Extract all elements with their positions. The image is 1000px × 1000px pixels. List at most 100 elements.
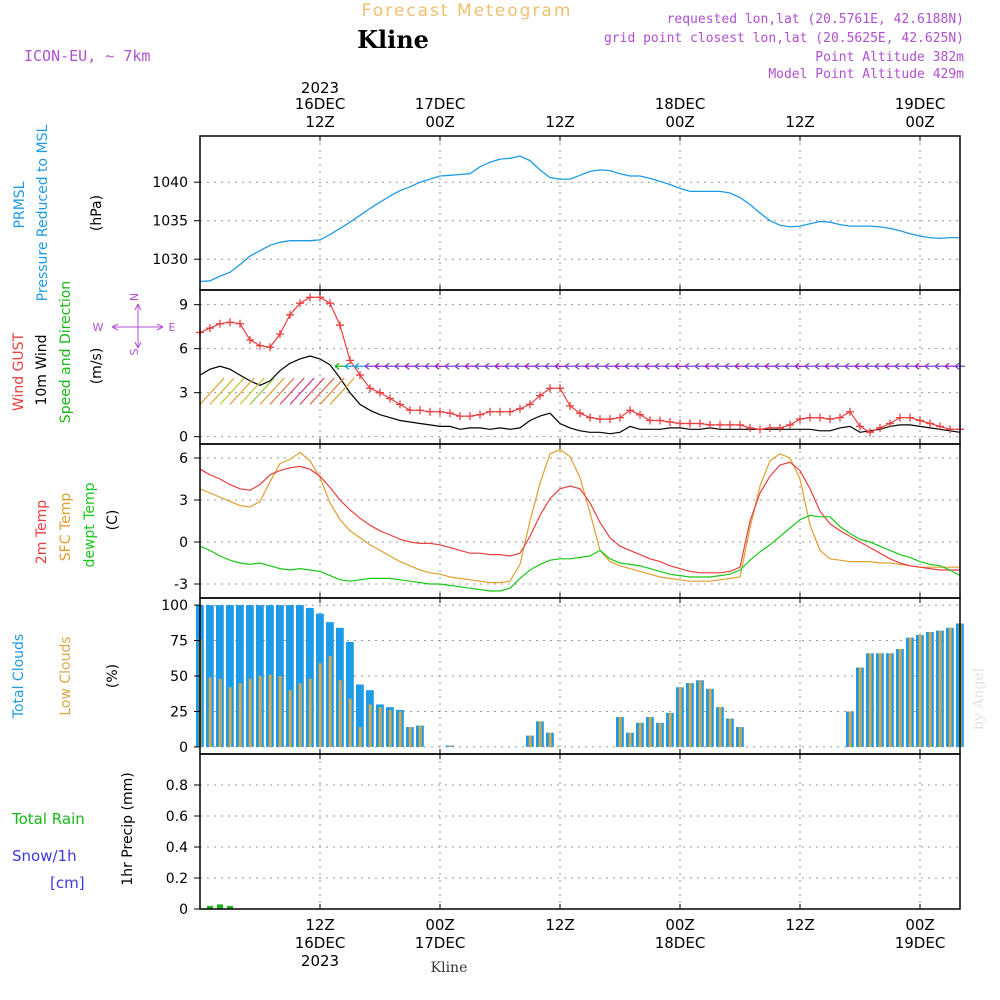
gust-marker xyxy=(206,324,214,333)
wind-label: 10m Wind xyxy=(34,334,50,405)
bottom-time-label: 12Z xyxy=(785,916,814,934)
low-cloud-bar xyxy=(668,712,672,747)
gust-marker xyxy=(886,419,894,428)
wind-vector-arrow xyxy=(714,362,725,370)
axis-layer xyxy=(194,135,961,910)
gust-label: Wind GUST xyxy=(11,332,27,411)
low-cloud-bar xyxy=(338,680,342,747)
gust-marker xyxy=(486,407,494,416)
y-tick-label: 50 xyxy=(170,669,188,685)
compass-north: N xyxy=(128,293,141,301)
total-cloud-bar xyxy=(226,605,234,747)
dewpt-line xyxy=(199,514,961,592)
low-cloud-bar xyxy=(898,649,902,747)
wind-vector-arrow xyxy=(764,362,775,370)
bottom-date-label: 17DEC xyxy=(415,934,466,952)
wind-vector-arrow xyxy=(564,362,575,370)
low-cloud-bar xyxy=(278,676,282,747)
low-cloud-bar xyxy=(228,687,232,747)
model-label: ICON-EU, ~ 7km xyxy=(24,47,150,65)
low-cloud-bar xyxy=(948,627,952,747)
gust-marker xyxy=(786,420,794,429)
y-tick-label: 0 xyxy=(179,430,188,446)
grid-point: grid point closest lon,lat (20.5625E, 42… xyxy=(604,31,964,46)
y-tick-label: 0 xyxy=(179,740,188,756)
total-cloud-bar xyxy=(246,605,254,747)
gust-marker xyxy=(356,371,364,380)
gust-marker xyxy=(936,422,944,431)
temp-unit-label: (C) xyxy=(105,510,121,531)
total-cloud-bar xyxy=(206,605,214,747)
low-cloud-bar xyxy=(288,690,292,747)
gust-marker xyxy=(326,299,334,308)
wind-vector-arrow xyxy=(904,362,915,370)
dewpt-label: dewpt Temp xyxy=(82,482,98,567)
gust-marker xyxy=(846,407,854,416)
wind-vector-arrow xyxy=(574,362,585,370)
gust-marker xyxy=(496,407,504,416)
bottom-time-label: 00Z xyxy=(425,916,454,934)
bottom-time-label: 00Z xyxy=(665,916,694,934)
gust-marker xyxy=(946,425,954,434)
gust-marker xyxy=(706,420,714,429)
gust-marker xyxy=(826,415,834,424)
gust-marker xyxy=(736,420,744,429)
wind-vector-arrow xyxy=(784,362,795,370)
gust-marker xyxy=(426,407,434,416)
low-cloud-bar xyxy=(398,711,402,747)
gust-marker xyxy=(346,356,354,365)
bottom-time-label: 12Z xyxy=(545,916,574,934)
gust-marker xyxy=(296,299,304,308)
gust-marker xyxy=(286,310,294,319)
footer-location: Kline xyxy=(431,960,468,976)
low-cloud-bar xyxy=(548,732,552,747)
y-tick-label: 3 xyxy=(179,493,188,509)
snow-label: Snow/1h xyxy=(12,847,77,865)
bottom-time-label: 12Z xyxy=(305,916,334,934)
wind-vector-arrow xyxy=(674,362,685,370)
wind-vector-arrow xyxy=(684,362,695,370)
low-cloud-bar xyxy=(708,688,712,747)
wind-vector-arrow xyxy=(404,362,415,370)
temp-2m-line xyxy=(199,461,960,574)
y-tick-label: 0.4 xyxy=(166,840,188,856)
top-time-label: 00Z xyxy=(665,113,694,131)
low-cloud-bar xyxy=(908,637,912,747)
panel-frame-precipitation xyxy=(199,753,961,910)
gust-marker xyxy=(226,318,234,327)
gust-marker xyxy=(516,404,524,413)
gust-marker xyxy=(806,413,814,422)
gust-marker xyxy=(586,413,594,422)
gust-marker xyxy=(896,413,904,422)
wind-vector-arrow xyxy=(484,362,495,370)
wind-vector-arrow xyxy=(924,362,935,370)
bottom-time-label: 00Z xyxy=(905,916,934,934)
low-cloud-bar xyxy=(328,656,332,747)
point-altitude: Point Altitude 382m xyxy=(815,50,964,65)
wind-vector-arrow xyxy=(884,362,895,370)
wind-vector-arrow xyxy=(834,362,845,370)
wind-vector-arrow xyxy=(394,362,405,370)
low-cloud-bar xyxy=(408,727,412,747)
gust-marker xyxy=(376,388,384,397)
top-time-label: 12Z xyxy=(545,113,574,131)
gust-marker xyxy=(306,293,314,302)
low-cloud-bar xyxy=(258,676,262,747)
compass-west: W xyxy=(93,321,104,334)
gust-marker xyxy=(276,330,284,338)
clouds-unit-label: (%) xyxy=(105,664,121,688)
gust-marker xyxy=(606,415,614,424)
wind-vector-arrow xyxy=(494,362,505,370)
gust-marker xyxy=(616,413,624,422)
low-cloud-bar xyxy=(868,653,872,747)
gust-marker xyxy=(446,409,454,418)
gust-marker xyxy=(546,384,554,393)
gust-marker xyxy=(236,319,244,328)
y-tick-label: 1035 xyxy=(152,214,188,230)
wind-vector-arrow xyxy=(334,362,345,370)
wind-vector-arrow xyxy=(844,362,855,370)
wind-vector-arrow xyxy=(644,362,655,370)
y-tick-label: 6 xyxy=(179,342,188,358)
low-cloud-bar xyxy=(248,678,252,747)
low-clouds-label: Low Clouds xyxy=(58,636,74,715)
